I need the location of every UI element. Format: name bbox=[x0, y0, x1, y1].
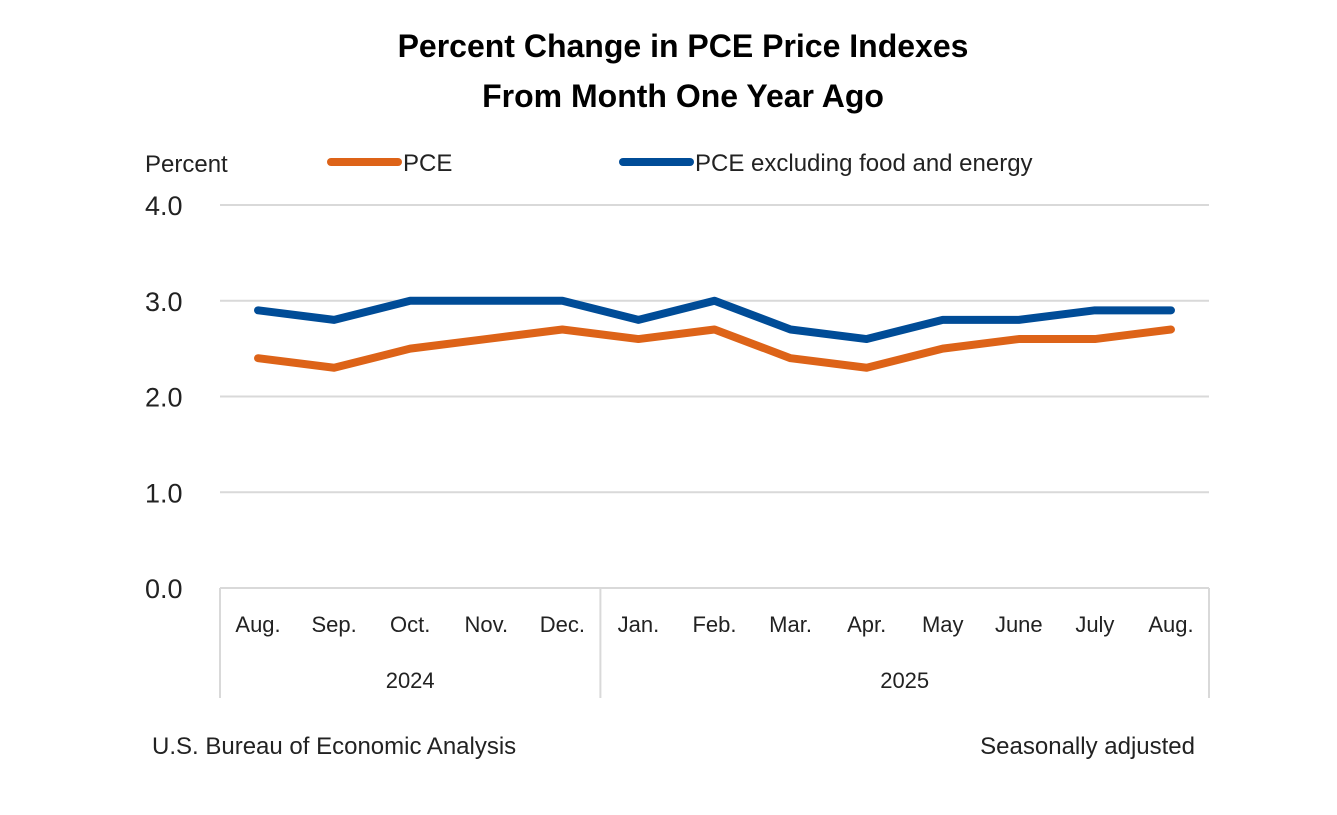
x-tick-label: Oct. bbox=[390, 612, 430, 637]
x-tick-label: Sep. bbox=[311, 612, 356, 637]
x-tick-label: July bbox=[1075, 612, 1114, 637]
x-tick-label: May bbox=[922, 612, 964, 637]
x-tick-label: Aug. bbox=[235, 612, 280, 637]
y-axis-ticks: 0.0 1.0 2.0 3.0 4.0 bbox=[145, 191, 183, 604]
x-tick-label: Apr. bbox=[847, 612, 886, 637]
legend-label-pce: PCE bbox=[403, 150, 452, 177]
y-tick-label: 4.0 bbox=[145, 191, 183, 221]
y-tick-label: 0.0 bbox=[145, 574, 183, 604]
y-tick-label: 2.0 bbox=[145, 383, 183, 413]
y-axis-label: Percent bbox=[145, 151, 228, 178]
chart-title-line-2: From Month One Year Ago bbox=[482, 78, 884, 114]
source-note: U.S. Bureau of Economic Analysis bbox=[152, 733, 516, 760]
legend: PCE PCE excluding food and energy bbox=[327, 150, 1033, 177]
gridlines bbox=[220, 204, 1209, 589]
y-tick-label: 3.0 bbox=[145, 287, 183, 317]
x-tick-label: Jan. bbox=[618, 612, 660, 637]
year-group-label: 2024 bbox=[386, 668, 435, 693]
series-line-pce bbox=[254, 325, 1175, 372]
x-tick-label: Feb. bbox=[692, 612, 736, 637]
chart-title-line-1: Percent Change in PCE Price Indexes bbox=[398, 28, 969, 64]
x-tick-label: Aug. bbox=[1148, 612, 1193, 637]
year-group-label: 2025 bbox=[880, 668, 929, 693]
x-axis: Aug. Sep. Oct. Nov. Dec. Jan. Feb. Mar. Apr. May J… bbox=[219, 588, 1210, 698]
x-tick-label: Mar. bbox=[769, 612, 812, 637]
seasonal-note: Seasonally adjusted bbox=[980, 733, 1195, 760]
x-tick-label: Dec. bbox=[540, 612, 585, 637]
y-tick-label: 1.0 bbox=[145, 478, 183, 508]
x-tick-label: June bbox=[995, 612, 1043, 637]
x-tick-label: Nov. bbox=[464, 612, 508, 637]
series-lines bbox=[254, 296, 1175, 372]
legend-label-core-pce: PCE excluding food and energy bbox=[695, 150, 1033, 177]
